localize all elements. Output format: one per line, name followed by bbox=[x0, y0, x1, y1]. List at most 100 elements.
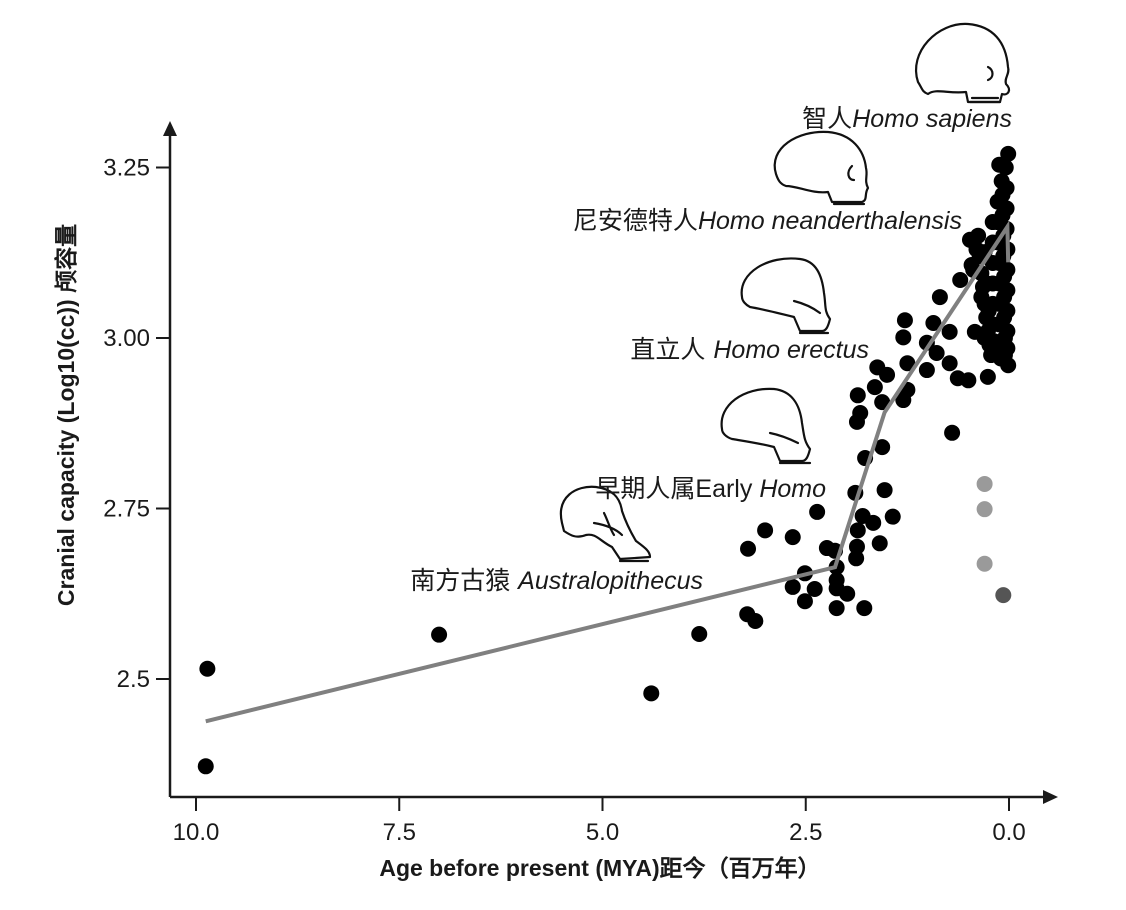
axes bbox=[163, 121, 1058, 804]
x-tick-label: 5.0 bbox=[586, 819, 619, 846]
label-homo-sapiens-zh: 智人 bbox=[802, 104, 852, 133]
data-point bbox=[918, 334, 935, 351]
label-homo-neanderthalensis: 尼安德特人Homo neanderthalensis bbox=[573, 206, 962, 235]
data-point bbox=[979, 275, 996, 292]
data-point bbox=[747, 613, 764, 630]
trend-line bbox=[205, 220, 1011, 724]
y-tick-label: 2.5 bbox=[117, 666, 150, 693]
data-point bbox=[865, 514, 882, 531]
data-point bbox=[968, 241, 985, 258]
data-point bbox=[431, 626, 448, 643]
y-axis-arrow-icon bbox=[163, 121, 177, 136]
x-tick-label: 0.0 bbox=[992, 819, 1025, 846]
data-point bbox=[874, 394, 891, 411]
data-point bbox=[852, 405, 869, 422]
label-erectus-zh: 直立人 bbox=[630, 335, 705, 364]
data-point bbox=[999, 323, 1016, 340]
data-point bbox=[952, 272, 969, 289]
outlier-point bbox=[976, 555, 993, 572]
data-point bbox=[999, 340, 1016, 357]
data-point bbox=[874, 439, 891, 456]
y-tick-label: 3.00 bbox=[103, 325, 150, 352]
y-tick-label: 2.75 bbox=[103, 496, 150, 523]
data-point bbox=[784, 578, 801, 595]
skull-early-homo-icon bbox=[720, 387, 812, 465]
x-tick-label: 7.5 bbox=[383, 819, 416, 846]
data-point bbox=[999, 282, 1016, 299]
data-point bbox=[849, 522, 866, 539]
data-point bbox=[849, 387, 866, 404]
label-australopithecus: 南方古猿 Australopithecus bbox=[410, 566, 703, 595]
y-ticks: 2.5 2.75 3.00 3.25 bbox=[103, 155, 170, 693]
y-tick-label: 3.25 bbox=[103, 155, 150, 182]
data-point bbox=[896, 312, 913, 329]
label-australopithecus-zh: 南方古猿 bbox=[410, 566, 510, 595]
label-homo-sapiens-latin: Homo sapiens bbox=[852, 105, 1012, 133]
data-point bbox=[856, 600, 873, 617]
outlier-point bbox=[976, 475, 993, 492]
outlier-point bbox=[995, 587, 1012, 604]
x-tick-label: 10.0 bbox=[173, 819, 220, 846]
label-early-homo: 早期人属Early Homo bbox=[595, 474, 826, 503]
skull-erectus-icon bbox=[740, 257, 832, 335]
data-point bbox=[944, 424, 961, 441]
data-point bbox=[1000, 357, 1017, 374]
data-point bbox=[1000, 145, 1017, 162]
data-point bbox=[884, 508, 901, 525]
y-axis-title: Cranial capacity (Log10(cc)) 颅容量 bbox=[53, 224, 79, 606]
data-point bbox=[999, 302, 1016, 319]
data-point bbox=[809, 503, 826, 520]
data-point bbox=[784, 529, 801, 546]
x-ticks: 10.0 7.5 5.0 2.5 0.0 bbox=[173, 797, 1026, 846]
data-point bbox=[999, 261, 1016, 278]
data-point bbox=[998, 179, 1015, 196]
label-neanderthalensis-latin: Homo neanderthalensis bbox=[698, 207, 962, 235]
label-neanderthalensis-zh: 尼安德特人 bbox=[573, 206, 698, 235]
data-point bbox=[941, 323, 958, 340]
data-point bbox=[928, 345, 945, 362]
data-point bbox=[991, 156, 1008, 173]
data-point bbox=[848, 550, 865, 567]
data-point bbox=[931, 289, 948, 306]
data-point bbox=[925, 314, 942, 331]
data-point bbox=[757, 522, 774, 539]
data-point bbox=[998, 200, 1015, 217]
data-point bbox=[839, 585, 856, 602]
data-point bbox=[691, 625, 708, 642]
x-tick-label: 2.5 bbox=[789, 819, 822, 846]
data-point bbox=[796, 593, 813, 610]
label-early-homo-prefix: Early bbox=[695, 475, 759, 503]
label-homo-sapiens: 智人Homo sapiens bbox=[802, 104, 1012, 133]
data-point bbox=[973, 289, 990, 306]
data-point bbox=[918, 362, 935, 379]
data-point bbox=[199, 660, 216, 677]
label-erectus-latin: Homo erectus bbox=[713, 336, 869, 364]
x-axis-title: Age before present (MYA)距今（百万年） bbox=[379, 855, 820, 881]
data-point bbox=[876, 482, 893, 499]
data-point bbox=[848, 538, 865, 555]
label-early-homo-zh: 早期人属 bbox=[595, 474, 695, 503]
data-point bbox=[869, 359, 886, 376]
data-point bbox=[197, 758, 214, 775]
data-point bbox=[806, 580, 823, 597]
x-axis-arrow-icon bbox=[1043, 790, 1058, 804]
label-australopithecus-latin: Australopithecus bbox=[516, 567, 703, 595]
outlier-point bbox=[976, 501, 993, 518]
data-point bbox=[740, 540, 757, 557]
data-point bbox=[866, 379, 883, 396]
data-point bbox=[899, 355, 916, 372]
data-point bbox=[960, 372, 977, 389]
label-early-homo-latin: Homo bbox=[759, 475, 826, 503]
data-points bbox=[197, 145, 1017, 775]
data-point bbox=[976, 330, 993, 346]
skull-sapiens-icon bbox=[915, 22, 1011, 104]
skull-neanderthalensis-icon bbox=[773, 130, 870, 206]
data-point bbox=[871, 535, 888, 552]
data-point bbox=[979, 368, 996, 385]
data-point bbox=[970, 227, 987, 244]
label-homo-erectus: 直立人 Homo erectus bbox=[630, 335, 869, 364]
data-point bbox=[643, 685, 660, 702]
data-point bbox=[980, 302, 997, 319]
data-point bbox=[828, 600, 845, 617]
